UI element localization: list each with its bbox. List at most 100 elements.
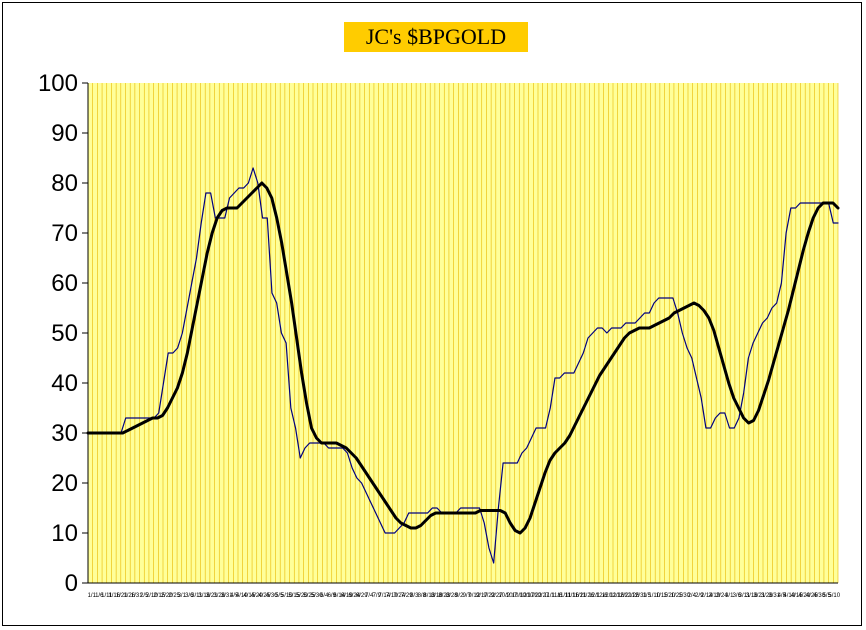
- x-tick-label: 7/24: [393, 593, 405, 599]
- x-tick-label: 8/23: [438, 593, 450, 599]
- y-axis: 0 10 20 30 40 50 60 70 80 90 100: [38, 70, 89, 597]
- x-tick-label: 2/25: [168, 593, 180, 599]
- x-tick-label: 3/21: [206, 593, 218, 599]
- x-tick-label: 11/1: [544, 593, 556, 599]
- y-tick-label: 20: [51, 470, 78, 497]
- x-tick-label: 2/14: [701, 593, 713, 599]
- x-tick-label: 5/25: [303, 593, 315, 599]
- series-line-smooth: [86, 181, 840, 535]
- x-tick-label: 1/6: [95, 593, 104, 599]
- grid-lines: [87, 83, 839, 583]
- x-tick-label: 11/21: [572, 593, 587, 599]
- x-tick-label: 3/6: [185, 593, 194, 599]
- x-axis: 1/1 1/61/111/161/211/261/312/52/102/152/2…: [88, 582, 841, 599]
- x-tick-label: 8/8: [418, 593, 427, 599]
- x-tick-label: 10/27: [534, 593, 550, 599]
- x-tick-label: 1/20: [663, 593, 675, 599]
- y-tick-label: 50: [51, 320, 78, 347]
- x-tick-label: 5/10: [828, 593, 840, 599]
- x-tick-label: 6/14: [333, 593, 345, 599]
- x-tick-label: 12/26: [624, 593, 640, 599]
- x-tick-label: 7/19: [386, 593, 398, 599]
- x-tick-label: 9/7: [463, 593, 472, 599]
- x-tick-label: 5/20: [296, 593, 308, 599]
- x-tick-label: 8/18: [431, 593, 443, 599]
- x-tick-label: 11/26: [579, 593, 594, 599]
- x-tick-label: 10/22: [527, 593, 543, 599]
- x-tick-label: 9/2: [455, 593, 464, 599]
- x-tick-label: 3/11: [191, 593, 203, 599]
- x-tick-label: 12/16: [609, 593, 625, 599]
- x-tick-label: 1/26: [123, 593, 135, 599]
- x-tick-label: 3/26: [213, 593, 225, 599]
- x-tick-label: 2/20: [161, 593, 173, 599]
- x-tick-label: 8/13: [423, 593, 435, 599]
- x-tick-label: 4/30: [813, 593, 825, 599]
- x-tick-label: 11/16: [564, 593, 579, 599]
- x-tick-label: 7/4: [365, 593, 374, 599]
- x-tick-label: 1/16: [108, 593, 120, 599]
- x-tick-label: 4/15: [791, 593, 803, 599]
- x-tick-label: 12/31: [632, 593, 648, 599]
- x-tick-label: 1/31: [131, 593, 143, 599]
- x-tick-label: 5/5: [275, 593, 284, 599]
- x-tick-label: 10/17: [519, 593, 535, 599]
- x-tick-label: 12/11: [602, 593, 617, 599]
- chart-title: JC's $BPGOLD: [365, 24, 507, 49]
- y-tick-label: 0: [65, 570, 78, 597]
- x-tick-label: 12/21: [617, 593, 633, 599]
- x-tick-label: 7/9: [373, 593, 382, 599]
- y-tick-label: 60: [51, 270, 78, 297]
- x-tick-label: 3/31: [221, 593, 233, 599]
- x-tick-label: 6/4: [320, 593, 329, 599]
- x-tick-label: 2/9: [695, 593, 704, 599]
- y-tick-label: 10: [51, 520, 78, 547]
- x-tick-label: 4/20: [251, 593, 263, 599]
- x-tick-label: 2/5: [140, 593, 149, 599]
- x-tick-label: 3/6: [733, 593, 742, 599]
- y-tick-label: 100: [38, 70, 78, 97]
- series-layer: [86, 167, 840, 564]
- x-tick-label: 4/20: [798, 593, 810, 599]
- x-tick-label: 12/1: [588, 593, 600, 599]
- x-tick-label: 1/25: [671, 593, 683, 599]
- series-line-raw: [87, 167, 839, 564]
- x-tick-label: 4/25: [806, 593, 818, 599]
- x-tick-label: 9/17: [476, 593, 488, 599]
- x-tick-label: 5/10: [281, 593, 293, 599]
- x-tick-label: 2/24: [716, 593, 728, 599]
- x-tick-label: 4/10: [236, 593, 248, 599]
- x-tick-label: 1/30: [678, 593, 690, 599]
- x-tick-label: 1/21: [116, 593, 128, 599]
- y-tick-label: 30: [51, 420, 78, 447]
- y-tick-label: 90: [51, 120, 78, 147]
- y-tick-label: 80: [51, 170, 78, 197]
- x-tick-label: 2/4: [688, 593, 697, 599]
- x-tick-label: 4/10: [783, 593, 795, 599]
- x-tick-label: 3/1: [178, 593, 187, 599]
- x-tick-label: 10/2: [498, 593, 510, 599]
- x-tick-label: 3/1: [725, 593, 734, 599]
- x-tick-label: 10/12: [512, 593, 528, 599]
- x-tick-label: 2/19: [708, 593, 720, 599]
- chart-title-box: JC's $BPGOLD: [344, 22, 528, 52]
- x-tick-label: 12/6: [596, 593, 608, 599]
- x-tick-label: 3/26: [761, 593, 773, 599]
- x-tick-label: 3/31: [768, 593, 780, 599]
- y-tick-label: 70: [51, 220, 78, 247]
- x-tick-label: 2/15: [153, 593, 165, 599]
- x-tick-label: 6/19: [341, 593, 353, 599]
- x-tick-label: 9/12: [468, 593, 480, 599]
- x-tick-label: 4/15: [243, 593, 255, 599]
- x-tick-label: 3/11: [739, 593, 751, 599]
- x-tick-label: 5/30: [311, 593, 323, 599]
- x-tick-label: 4/5: [778, 593, 787, 599]
- x-tick-label: 11/11: [557, 593, 572, 599]
- x-tick-label: 10/7: [506, 593, 518, 599]
- x-tick-label: 2/10: [146, 593, 158, 599]
- x-tick-label: 11/6: [551, 593, 563, 599]
- x-tick-label: 6/24: [348, 593, 360, 599]
- x-tick-label: 1/10: [648, 593, 660, 599]
- x-tick-label: 1/5: [643, 593, 652, 599]
